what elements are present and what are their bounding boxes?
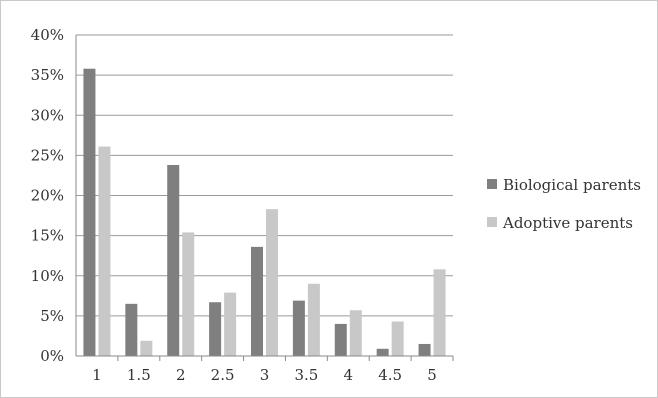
y-tick-label: 35%: [31, 66, 64, 84]
legend: Biological parents Adoptive parents: [487, 176, 641, 232]
bar-biological: [125, 303, 138, 356]
legend-label: Adoptive parents: [502, 214, 633, 232]
bar-biological: [418, 343, 431, 356]
axes: [75, 35, 454, 361]
bar-adoptive: [266, 209, 278, 356]
x-tick-label: 3: [260, 366, 270, 384]
bar-adoptive: [349, 310, 362, 356]
bars: [83, 68, 446, 356]
bar-biological: [83, 68, 96, 356]
x-tick-label: 5: [427, 366, 437, 384]
bar-adoptive: [140, 340, 153, 356]
bar-adoptive: [433, 269, 446, 356]
x-tick-label: 4.5: [378, 366, 402, 384]
y-tick-labels: 0% 5% 10% 15% 20% 25% 30% 35% 40%: [31, 26, 64, 365]
bar-adoptive: [182, 232, 195, 356]
bar-adoptive: [391, 321, 404, 356]
bar-adoptive: [98, 146, 111, 356]
y-tick-label: 30%: [31, 106, 64, 124]
x-tick-label: 2: [176, 366, 186, 384]
y-tick-label: 20%: [31, 187, 64, 205]
bar-biological: [209, 302, 222, 356]
y-tick-label: 0%: [40, 347, 64, 365]
x-tick-labels: 1 1.5 2 2.5 3 3.5 4 4.5 5: [92, 366, 437, 384]
bar-biological: [167, 165, 180, 356]
y-tick-label: 10%: [31, 267, 64, 285]
legend-swatch: [487, 179, 497, 189]
bar-adoptive: [307, 283, 320, 356]
y-tick-label: 15%: [31, 227, 64, 245]
legend-swatch: [487, 217, 497, 227]
x-tick-label: 1: [92, 366, 102, 384]
x-tick-label: 4: [344, 366, 354, 384]
bar-biological: [251, 246, 263, 356]
legend-label: Biological parents: [503, 176, 641, 194]
bar-biological: [334, 323, 347, 356]
x-tick-label: 2.5: [211, 366, 235, 384]
bar-biological: [292, 300, 305, 356]
grid-lines: [76, 34, 453, 317]
bar-biological: [376, 348, 389, 356]
bar-adoptive: [224, 292, 237, 356]
y-tick-label: 5%: [40, 307, 64, 325]
x-tick-label: 3.5: [294, 366, 318, 384]
x-tick-label: 1.5: [127, 366, 151, 384]
y-tick-label: 40%: [31, 26, 64, 44]
y-tick-label: 25%: [31, 146, 64, 164]
